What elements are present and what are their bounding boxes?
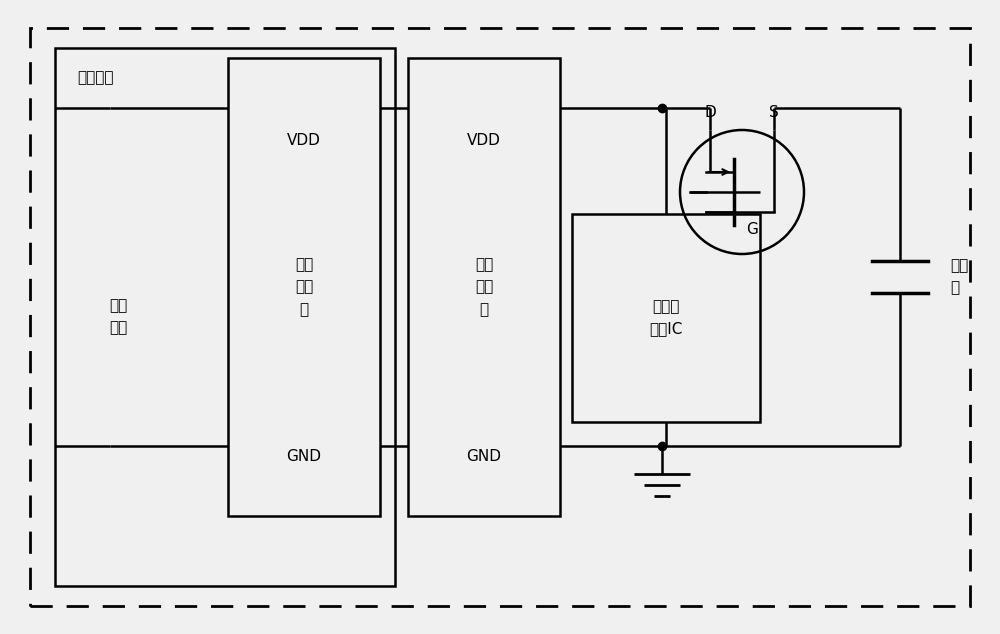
Text: S: S	[769, 105, 779, 120]
Text: VDD: VDD	[467, 133, 501, 148]
Text: 电源
接插
件: 电源 接插 件	[295, 257, 313, 317]
Text: 大电
容: 大电 容	[950, 259, 968, 295]
Bar	[408, 58, 560, 516]
Bar	[228, 58, 380, 516]
Text: 电源
接插
件: 电源 接插 件	[475, 257, 493, 317]
Text: 热插拔
控制IC: 热插拔 控制IC	[649, 299, 683, 337]
Text: 电源背板: 电源背板	[77, 70, 114, 85]
Text: VDD: VDD	[287, 133, 321, 148]
Bar	[572, 214, 760, 422]
Text: D: D	[704, 105, 716, 120]
Bar	[55, 48, 395, 586]
Text: GND: GND	[287, 449, 322, 464]
Text: GND: GND	[466, 449, 502, 464]
Text: 电源
母线: 电源 母线	[109, 299, 127, 335]
Text: G: G	[746, 223, 758, 238]
